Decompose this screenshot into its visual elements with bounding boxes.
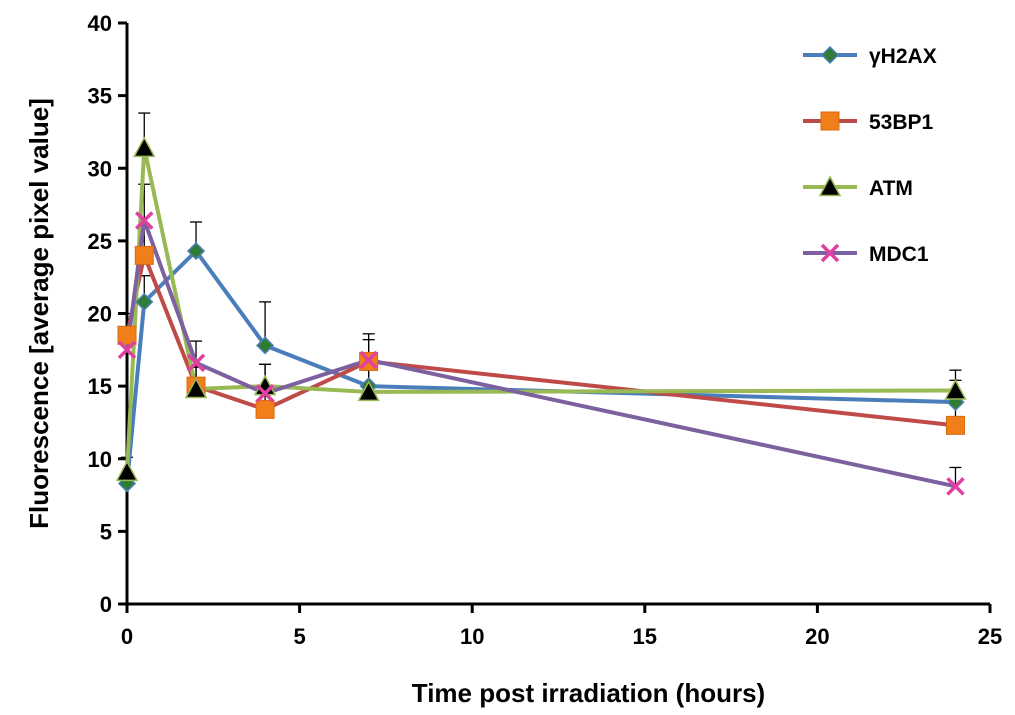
- legend-marker: [820, 45, 840, 65]
- data-point-h2ax: [186, 241, 206, 261]
- marker-stroke: [117, 340, 137, 360]
- x-tick-label: 5: [293, 624, 305, 649]
- data-point-mdc1: [255, 384, 275, 403]
- data-point-53bp1: [945, 415, 965, 435]
- legend-label: 53BP1: [869, 111, 934, 134]
- legend-item-53bp1: 53BP1: [803, 111, 934, 134]
- data-point-atm: [357, 380, 380, 402]
- x-tick-label: 20: [805, 624, 829, 649]
- legend-item-mdc1: MDC1: [803, 243, 929, 266]
- series-lines: [125, 145, 956, 489]
- data-point-atm: [115, 460, 139, 482]
- data-point-h2ax: [135, 292, 154, 311]
- series-line-53bp1: [125, 253, 956, 428]
- y-tick-label: 40: [88, 11, 112, 36]
- data-point-mdc1: [117, 340, 137, 360]
- data-point-53bp1: [134, 245, 154, 265]
- series-markers: [115, 136, 967, 496]
- y-tick-label: 15: [88, 374, 112, 399]
- y-tick-label: 5: [100, 519, 112, 544]
- data-point-atm: [184, 377, 208, 399]
- x-tick-label: 10: [460, 624, 484, 649]
- legend-marker: [818, 175, 842, 197]
- legend-marker: [820, 111, 840, 131]
- x-tick-label: 15: [633, 624, 657, 649]
- x-axis-title: Time post irradiation (hours): [412, 678, 765, 708]
- series-line-atm: [125, 145, 956, 472]
- data-point-mdc1: [946, 477, 965, 496]
- legend-label: MDC1: [869, 243, 929, 266]
- marker-stroke: [135, 211, 154, 230]
- y-tick-label: 30: [88, 156, 112, 181]
- data-point-53bp1: [117, 325, 137, 345]
- legend-label: ATM: [869, 177, 913, 200]
- y-tick-label: 10: [88, 447, 112, 472]
- data-point-mdc1: [359, 350, 378, 370]
- data-point-atm: [944, 378, 967, 400]
- legend-label: γH2AX: [869, 45, 937, 68]
- x-tick-label: 0: [121, 624, 133, 649]
- data-point-53bp1: [255, 399, 275, 419]
- marker-stroke: [255, 384, 275, 403]
- marker-stroke: [359, 350, 378, 370]
- data-point-mdc1: [186, 353, 206, 373]
- y-tick-label: 25: [88, 229, 112, 254]
- marker-stroke: [946, 477, 965, 496]
- legend-item-h2ax: γH2AX: [803, 45, 937, 68]
- error-bar-mdc1: [949, 466, 962, 487]
- x-tick-label: 25: [978, 624, 1002, 649]
- marker-stroke: [820, 243, 840, 263]
- legend: γH2AX 53BP1 ATM MDC1: [803, 45, 937, 266]
- marker-stroke: [186, 353, 206, 373]
- y-axis-title: Fluorescence [average pixel value]: [24, 98, 54, 529]
- data-point-atm: [133, 136, 156, 158]
- error-bars: [121, 112, 962, 487]
- y-tick-label: 0: [100, 592, 112, 617]
- legend-item-atm: ATM: [803, 175, 913, 200]
- axes: 0 5 10 15 20 25 30 35 40 0 5 10 15 20 25: [88, 11, 1003, 649]
- data-point-h2ax: [256, 336, 275, 355]
- series-line-h2ax: [125, 249, 956, 484]
- data-point-mdc1: [135, 211, 154, 230]
- legend-marker: [820, 243, 840, 263]
- y-tick-label: 35: [88, 84, 112, 109]
- series-line-mdc1: [125, 218, 956, 489]
- y-tick-label: 20: [88, 302, 112, 327]
